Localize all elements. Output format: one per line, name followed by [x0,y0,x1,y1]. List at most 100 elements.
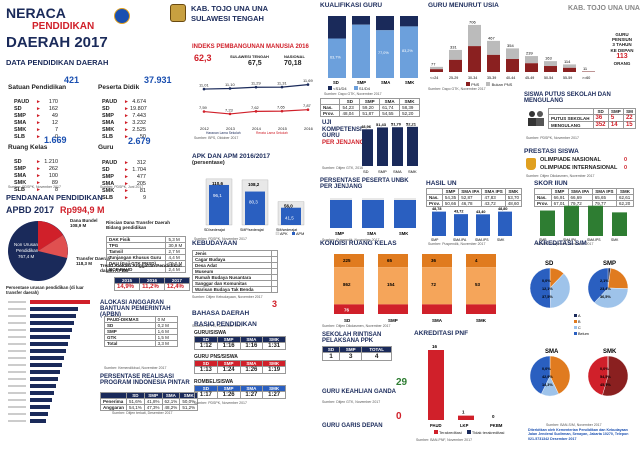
tick-label: SMK [408,169,417,174]
ruang-rows: SD ► 1.210 SMP ► 262 SMA ► 100 SMK ► 89 SLB ► 8 [8,158,88,193]
category-label-placeholder [8,392,26,394]
table-cell: 36 [592,114,609,122]
table-cell: 14 [607,121,624,129]
satuan-label: Satuan Pendidikan [8,84,67,91]
tick-label: 2012 [200,126,210,131]
table-cell: 1:13 [194,366,218,374]
arrow-right-icon: ► [124,159,129,166]
row-value: 9 [142,194,146,201]
tick-label: SMP [335,231,344,236]
row-label: SMK [14,179,27,186]
bar [30,349,66,353]
tick-label: SMP [378,169,387,174]
source-note: Sumber: PDSPK, November 2017 [194,401,247,405]
data-row: SMK ► 2.525 [102,126,183,133]
bar-apm [245,191,265,225]
data-row: SLB ► 9 [102,194,183,201]
data-label: 36,5% [600,295,611,299]
bar-segment-baik [378,254,408,268]
tick-label: 2014 [252,126,262,131]
arrow-right-icon: ► [124,180,129,187]
arrow-right-icon: ► [124,173,129,180]
pendanaan-title: PENDANAAN PENDIDIKAN [6,193,103,202]
table-cell: 50,66 [441,200,460,207]
table-row: 1:13 1:24 1:26 1:19 [194,366,286,374]
data-label: 114 [564,59,571,64]
data-label: 76 [344,307,350,312]
data-label: 154 [387,282,395,287]
data-label: 53 [475,282,481,287]
bar [476,214,490,236]
arrow-right-icon: ► [36,112,41,119]
pensiun-line1: GURU [615,32,629,37]
row-label: PAUD [14,98,30,105]
kebudayaan-panel: KEBUDAYAAN Jenis Cagar Budaya Desa Adat Mus… [192,240,314,299]
rasio-gp-label: GURU PNS/SISWA [194,354,238,360]
data-label: 11,29 [251,81,261,86]
ppk-panel: SEKOLAH RINTISAN PELAKSANA PPK SD SMP TOTA… [321,332,412,384]
transfer-label: Transfer Daerah [76,256,111,261]
akreditasi-title: AKREDITASI S/M [534,240,587,247]
legend-swatch-icon [434,430,438,434]
table-cell: 22 [622,114,637,122]
guru-rows: PAUD ► 312 SD ► 1.704 SMP ► 477 SMA ► 205 SMK ► 81 SLB ►… [98,159,183,201]
garis-depan-title: GURU GARIS DEPAN [322,423,383,429]
tick-label: 2015 [278,126,288,131]
ppk-title2: PELAKSANA PPK [322,338,374,344]
tick-label: 35-39 [487,76,496,80]
guru-block: Guru 2.679 PAUD ► 312 SD ► 1.704 SMP ► 477 SMA ► 20… [98,136,183,201]
table-header-row: 2015 2016 2017 [113,277,191,284]
category-label-placeholder [8,308,26,310]
bar-segment [328,38,346,78]
data-label: 0,0% [542,367,551,371]
data-label: 36 [431,258,437,263]
kualifikasi-legend: <S1/D4 S1/D4 [328,86,370,91]
data-label: 225 [343,258,351,263]
data-label: 42,9% [542,375,553,379]
bar-segment [544,61,557,67]
ipm-title: INDEKS PEMBANGUNAN MANUSIA 2016 [192,44,309,50]
bar [30,370,60,374]
bar-segment-sedang [378,267,408,305]
table-header-row: SD SMP TOTAL [321,346,392,353]
arrow-right-icon: ► [36,126,41,133]
pnf-title: AKREDITASI PNF [414,330,469,337]
table-row: Prov. 48,04 51,87 54,55 52,20 [319,110,420,117]
data-row: SMP ► 49 [14,112,88,119]
category-label-placeholder [8,315,26,317]
table-cell: 41,8% [143,398,163,405]
satuan-rows: PAUD ► 170 SD ► 162 SMP ► 49 SMA ► 12 SMK ► 7 SLB ► 0 [8,98,88,140]
arrow-right-icon: ► [36,165,41,172]
prestasi-panel: PRESTASI SISWA OLIMPIADE NASIONAL 0 OLIM… [524,148,638,178]
tick-label: SMA [381,80,390,85]
row-label: SD [14,158,22,165]
students-icon [526,110,546,126]
row-label: SMK [102,187,115,194]
category-label-placeholder [8,420,26,422]
data-label: 14,3% [542,383,553,387]
data-label: 48,80 [498,207,508,211]
pnf-panel: AKREDITASI PNF 16 PAUD 1 LKP 0 PKBM Terakredi… [414,330,522,450]
legend-label: B [578,320,581,324]
peserta-block: Peserta Didik 37.931 PAUD ► 4.674 SD ► 19.807… [98,75,183,140]
table-header-cell: SMA IPA [458,188,483,195]
tick-label: LKP [460,423,469,428]
prestasi-row2-label: OLIMPIADE INTERNASIONAL [540,165,618,171]
ganda-panel: GURU KEAHLIAN GANDA 29 Sumber: Ditjen GT… [322,378,412,405]
prestasi-row1-value: 0 [624,157,628,163]
data-label: 0 [492,414,495,419]
data-label: 7,59 [199,105,208,110]
bar [30,300,90,304]
category-label-placeholder [8,329,26,331]
bar [454,214,468,236]
ppk-table: SD SMP TOTAL 1 3 4 [321,346,392,361]
kemdikbud-logo-icon [114,8,130,24]
bar [362,200,384,228]
data-point [254,110,258,113]
data-row: PAUD ► 4.674 [102,98,183,105]
table-cell: 62,20 [616,200,634,207]
kebudayaan-table: Jenis Cagar Budaya Desa Adat Museum Rumah Bu… [192,250,279,293]
arrow-right-icon: ► [124,194,129,201]
realisasi-table: SD SMP SMA SMK Penerima 51,6% 41,8% 62,1% 50,0% A… [99,392,199,411]
data-label: 4 [475,258,478,263]
